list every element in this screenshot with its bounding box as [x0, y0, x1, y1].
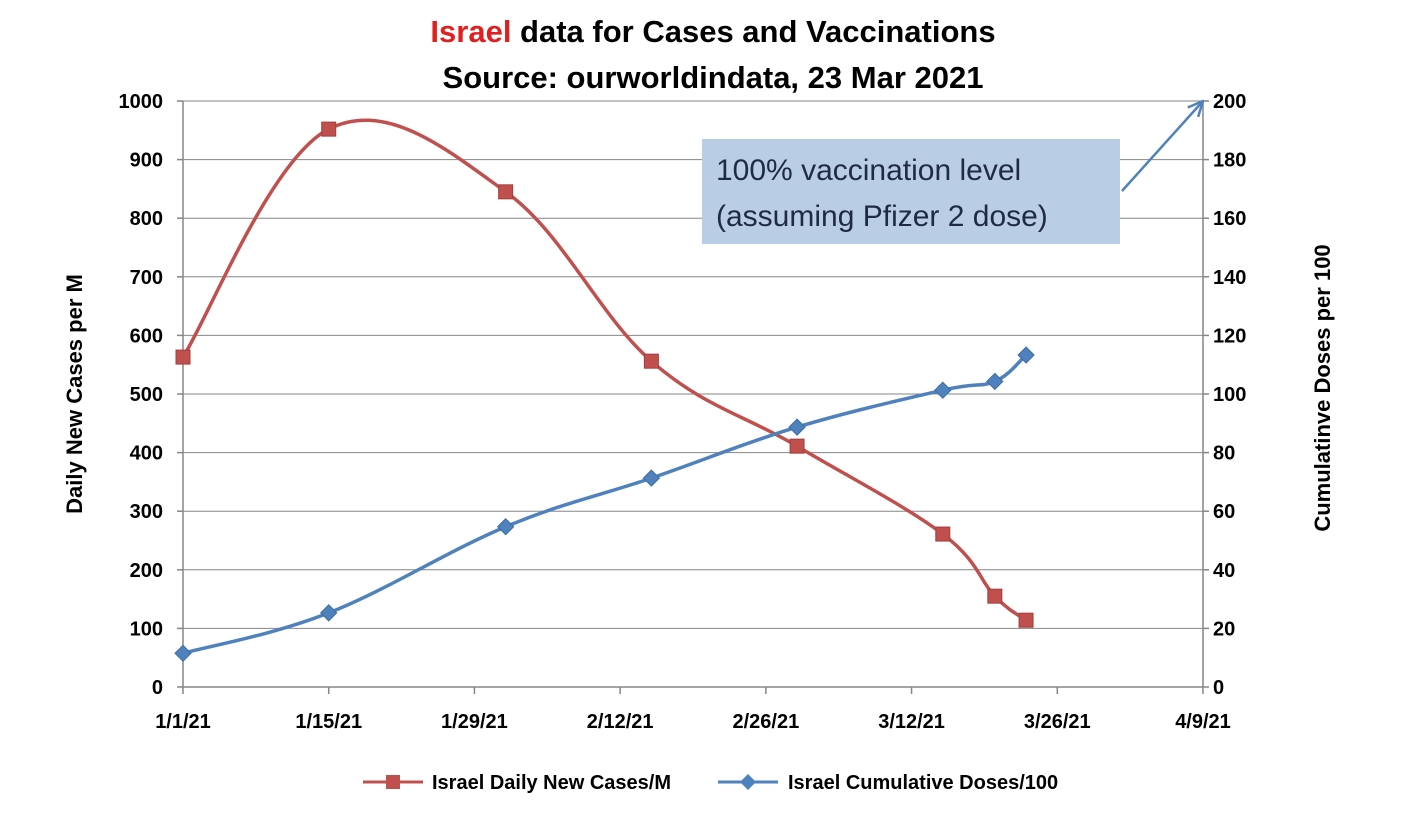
right-axis-tick-label: 200 [1213, 91, 1246, 113]
right-axis-tick-label: 180 [1213, 150, 1246, 172]
chart-title-highlight: Israel [430, 14, 511, 49]
series-cases [175, 118, 1034, 628]
data-point [788, 418, 806, 436]
x-axis-tick-label: 3/26/21 [1024, 711, 1091, 733]
x-axis-tick-label: 2/26/21 [732, 711, 799, 733]
right-axis-tick-label: 120 [1213, 325, 1246, 347]
left-axis-tick-label: 400 [130, 443, 163, 465]
axes [177, 100, 1209, 694]
data-point [321, 121, 337, 137]
data-point [1018, 612, 1034, 628]
data-point [643, 353, 659, 369]
legend: Israel Daily New Cases/M Israel Cumulati… [363, 772, 1058, 794]
data-point [789, 438, 805, 454]
right-axis-tick-label: 60 [1213, 501, 1235, 523]
annotation-arrow [1121, 99, 1205, 192]
data-point [987, 588, 1003, 604]
left-axis-tick-label: 500 [130, 384, 163, 406]
left-axis-title: Daily New Cases per M [62, 274, 87, 514]
right-axis-tick-labels: 0 20 40 60 80 100 120 140 160 180 200 [1213, 91, 1246, 699]
left-axis-tick-label: 800 [130, 208, 163, 230]
legend-label-cases: Israel Daily New Cases/M [432, 772, 671, 794]
data-point [174, 644, 192, 663]
series [174, 118, 1035, 663]
annotation-line-2: (assuming Pfizer 2 dose) [716, 200, 1048, 233]
right-axis-tick-label: 80 [1213, 443, 1235, 465]
x-axis-tick-label: 1/29/21 [441, 711, 508, 733]
chart-title-rest: data for Cases and Vaccinations [511, 14, 995, 49]
right-axis-title: Cumulatinve Doses per 100 [1310, 244, 1335, 531]
chart-subtitle: Source: ourworldindata, 23 Mar 2021 [443, 60, 984, 95]
arrow-head [1187, 99, 1205, 118]
arrow-shaft [1121, 102, 1202, 192]
left-axis-tick-label: 600 [130, 325, 163, 347]
left-axis-tick-label: 200 [130, 560, 163, 582]
left-axis-tick-label: 100 [130, 618, 163, 640]
right-axis-tick-label: 140 [1213, 267, 1246, 289]
x-axis-tick-label: 3/12/21 [878, 711, 945, 733]
data-point [320, 604, 338, 622]
data-point [642, 469, 661, 487]
legend-marker-cases [386, 775, 400, 789]
data-point [175, 349, 191, 365]
right-axis-tick-label: 40 [1213, 560, 1235, 582]
left-axis-tick-label: 0 [152, 677, 163, 699]
chart-title: Israel data for Cases and Vaccinations [430, 14, 995, 49]
annotation-box [702, 139, 1120, 244]
x-axis-tick-label: 4/9/21 [1175, 711, 1231, 733]
annotation-line-1: 100% vaccination level [716, 154, 1021, 187]
data-point [934, 381, 952, 399]
x-axis-tick-label: 2/12/21 [587, 711, 654, 733]
x-axis-tick-label: 1/15/21 [295, 711, 362, 733]
x-axis-tick-labels: 1/1/21 1/15/21 1/29/21 2/12/21 2/26/21 3/12/2… [155, 711, 1231, 733]
left-axis-tick-labels: 0 100 200 300 400 500 600 700 800 900 1000 [119, 91, 164, 699]
data-point [496, 518, 515, 536]
legend-item-doses: Israel Cumulative Doses/100 [718, 772, 1058, 794]
legend-marker-doses [740, 774, 756, 790]
annotation: 100% vaccination level (assuming Pfizer … [702, 99, 1205, 244]
legend-item-cases: Israel Daily New Cases/M [363, 772, 671, 794]
left-axis-tick-label: 300 [130, 501, 163, 523]
left-axis-tick-label: 1000 [119, 91, 164, 113]
right-axis-tick-label: 20 [1213, 618, 1235, 640]
left-axis-tick-label: 900 [130, 150, 163, 172]
data-point [498, 184, 514, 200]
right-axis-tick-label: 160 [1213, 208, 1246, 230]
data-point [986, 372, 1004, 391]
right-axis-tick-label: 100 [1213, 384, 1246, 406]
left-axis-tick-label: 700 [130, 267, 163, 289]
data-point [1017, 346, 1035, 364]
legend-label-doses: Israel Cumulative Doses/100 [788, 772, 1058, 794]
data-point [935, 526, 951, 542]
series-doses [174, 346, 1035, 663]
x-axis-tick-label: 1/1/21 [155, 711, 211, 733]
right-axis-tick-label: 0 [1213, 677, 1224, 699]
